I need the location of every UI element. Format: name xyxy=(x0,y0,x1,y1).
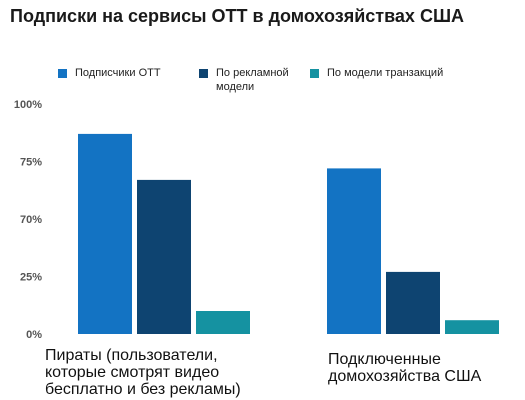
legend-swatch-ad-model xyxy=(199,69,208,78)
bar-series-0-category-0 xyxy=(78,133,132,334)
bar-series-1-category-0 xyxy=(137,179,191,334)
legend-label-transaction-model: По модели транзакций xyxy=(327,67,444,79)
category-label-pirates: Пираты (пользователи, которые смотрят ви… xyxy=(45,347,241,398)
bar-series-1-category-1 xyxy=(386,271,440,334)
y-tick-label: 100% xyxy=(14,99,42,111)
category-label-pirates-line-3: бесплатно и без рекламы) xyxy=(45,381,241,398)
y-tick-label: 70% xyxy=(20,214,42,226)
category-label-connected-households: Подключенные домохозяйства США xyxy=(328,351,481,385)
legend-label-ott-subscribers: Подписчики OTT xyxy=(75,67,161,79)
chart-title: Подписки на сервисы OTT в домохозяйствах… xyxy=(10,6,465,26)
legend-swatch-transaction-model xyxy=(310,69,319,78)
category-label-connected-households-line-1: Подключенные xyxy=(328,351,441,368)
bar-series-2-category-1 xyxy=(445,320,499,334)
legend-item-ad-model: По рекламной модели xyxy=(199,66,314,94)
legend-label-ad-model: По рекламной модели xyxy=(216,67,289,93)
legend-swatch-ott-subscribers xyxy=(58,69,67,78)
chart-legend: Подписчики OTT По рекламной модели По мо… xyxy=(0,66,525,96)
y-tick-label: 0% xyxy=(26,329,42,341)
bars-group xyxy=(78,133,499,334)
y-tick-label: 25% xyxy=(20,272,42,284)
y-axis: 0% 25% 70% 75% 100% xyxy=(14,99,42,341)
legend-item-transaction-model: По модели транзакций xyxy=(310,66,443,80)
bar-series-0-category-1 xyxy=(327,168,381,334)
category-label-connected-households-line-2: домохозяйства США xyxy=(328,368,482,385)
y-tick-label: 75% xyxy=(20,157,42,169)
bar-series-2-category-0 xyxy=(196,311,250,334)
category-label-pirates-line-1: Пираты (пользователи, xyxy=(45,347,218,364)
legend-item-ott-subscribers: Подписчики OTT xyxy=(58,66,161,80)
category-label-pirates-line-2: которые смотрят видео xyxy=(45,364,220,381)
